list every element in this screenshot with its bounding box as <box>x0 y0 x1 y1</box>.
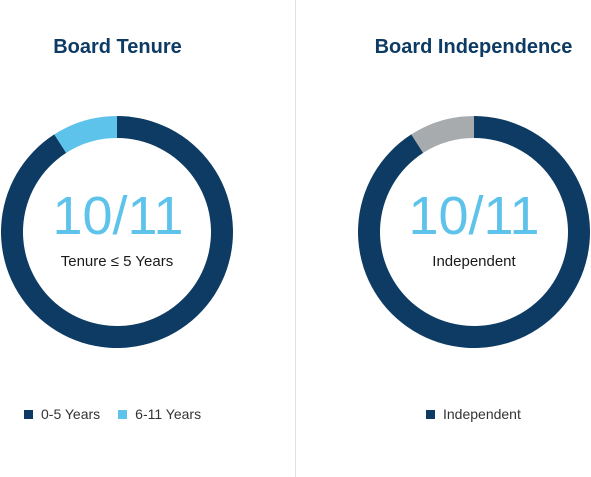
chart-legend: Independent <box>426 406 539 422</box>
legend-label: 0-5 Years <box>41 406 101 422</box>
chart-title: Board Tenure <box>53 36 182 58</box>
legend-label: 6-11 Years <box>135 406 202 422</box>
donut-slice-6-11-years <box>54 116 117 153</box>
panel-divider <box>295 0 296 477</box>
center-label: Independent <box>432 253 516 270</box>
legend-item: Independent <box>426 406 521 422</box>
center-value: 10/11 <box>52 186 183 246</box>
board-independence-panel: Board Independence 10/11 Independent Ind… <box>296 0 591 477</box>
legend-item: 6-11 Years <box>118 406 201 422</box>
board-independence-donut: 10/11 Independent <box>357 116 590 348</box>
center-value: 10/11 <box>408 186 539 246</box>
chart-legend: 0-5 Years 6-11 Years <box>24 406 219 422</box>
center-label: Tenure ≤ 5 Years <box>61 253 173 270</box>
legend-swatch <box>118 409 128 419</box>
board-tenure-panel: Board Tenure 10/11 Tenure ≤ 5 Years 0-5 … <box>0 0 295 477</box>
legend-swatch <box>426 409 435 419</box>
chart-title: Board Independence <box>374 36 573 58</box>
board-tenure-donut: 10/11 Tenure ≤ 5 Years <box>0 116 234 348</box>
legend-swatch <box>24 409 33 419</box>
donut-slice-non-independent <box>411 116 474 153</box>
legend-item: 0-5 Years <box>24 406 100 422</box>
legend-label: Independent <box>443 406 521 422</box>
